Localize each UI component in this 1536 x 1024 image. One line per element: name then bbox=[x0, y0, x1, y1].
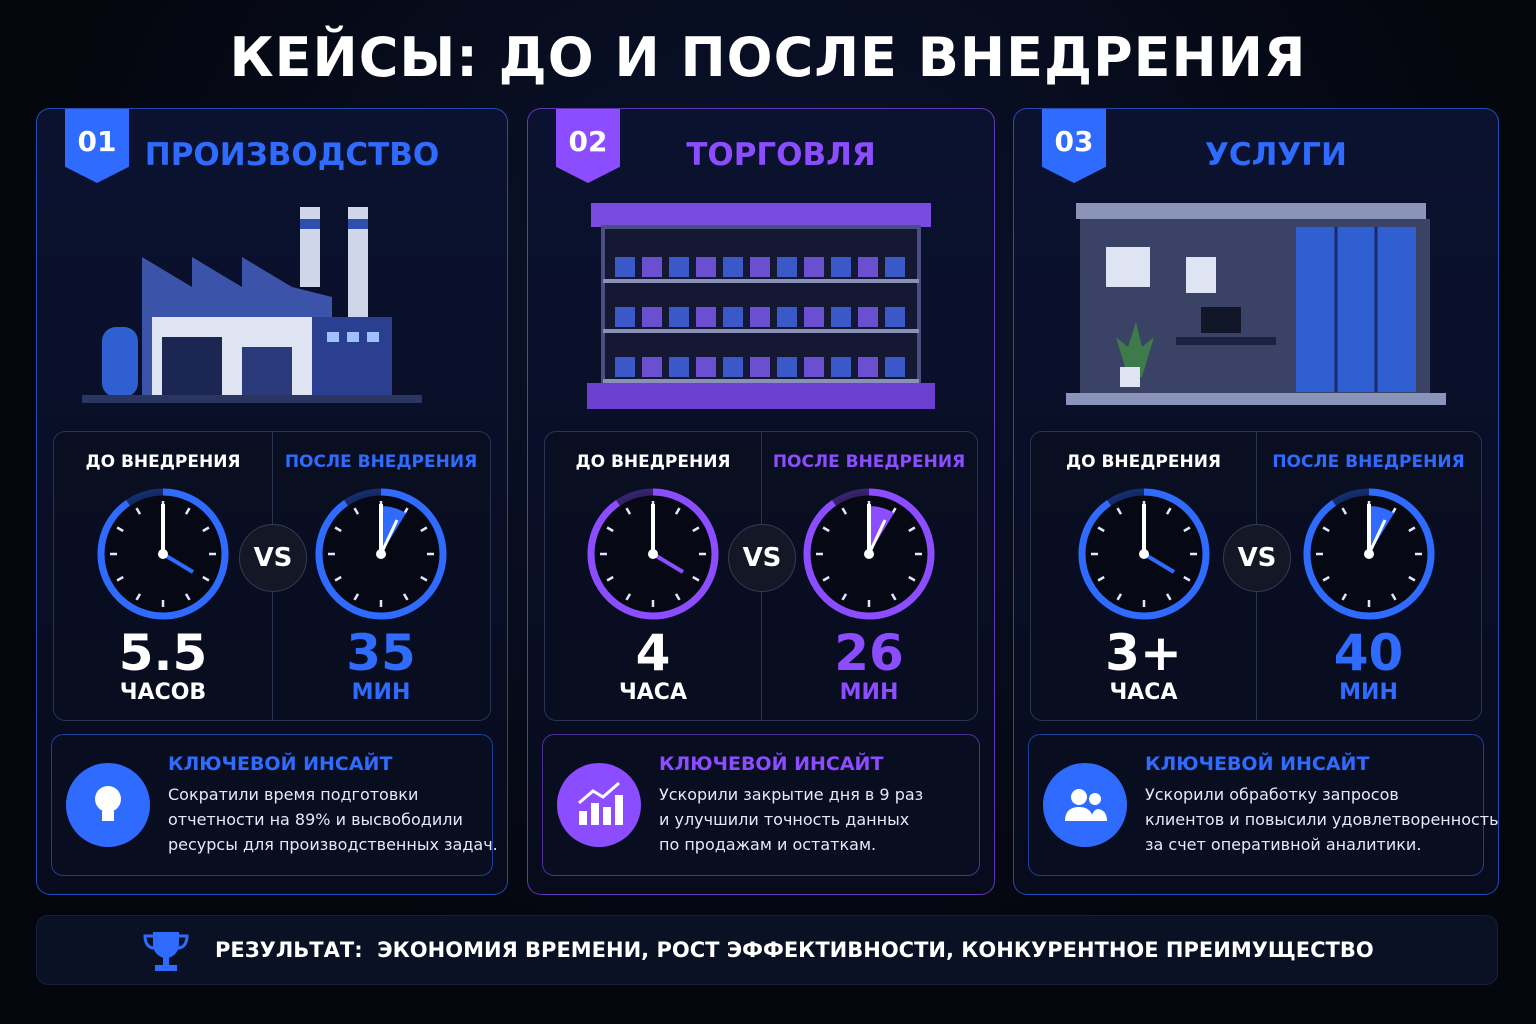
before-label: ДО ВНЕДРЕНИЯ bbox=[85, 452, 241, 472]
insight-icon bbox=[66, 763, 150, 851]
case-name: ПРОИЗВОДСТВО bbox=[144, 137, 440, 173]
case-badge: 01 bbox=[65, 109, 129, 183]
before-value: 4 bbox=[635, 624, 671, 682]
insight-title: КЛЮЧЕВОЙ ИНСАЙТ bbox=[659, 753, 884, 775]
after-label: ПОСЛЕ ВНЕДРЕНИЯ bbox=[1272, 452, 1465, 472]
after-clock bbox=[799, 484, 939, 628]
before-unit: ЧАСА bbox=[619, 680, 687, 705]
after-label: ПОСЛЕ ВНЕДРЕНИЯ bbox=[284, 452, 478, 472]
case-name: ТОРГОВЛЯ bbox=[686, 137, 876, 173]
clock bbox=[315, 488, 447, 620]
case-number: 02 bbox=[568, 125, 608, 158]
footer-text: РЕЗУЛЬТАТ: ЭКОНОМИЯ ВРЕМЕНИ, РОСТ ЭФФЕКТ… bbox=[215, 938, 1374, 962]
clock bbox=[1303, 488, 1434, 620]
insight-line: отчетности на 89% и высвободили bbox=[168, 810, 463, 829]
after-unit: МИН bbox=[839, 680, 899, 705]
after-unit: МИН bbox=[351, 680, 411, 705]
comparison-box: ДО ВНЕДРЕНИЯ ПОСЛЕ ВНЕДРЕНИЯ VS 4 26 ЧАСА МИН bbox=[544, 431, 978, 721]
insight-line: Ускорили закрытие дня в 9 раз bbox=[659, 785, 924, 804]
case-number: 01 bbox=[77, 125, 117, 158]
page-title: КЕЙСЫ: ДО И ПОСЛЕ ВНЕДРЕНИЯ bbox=[229, 26, 1307, 89]
insight-box: КЛЮЧЕВОЙ ИНСАЙТ Ускорили обработку запрос… bbox=[1028, 734, 1499, 876]
after-clock bbox=[311, 484, 451, 628]
insight-title: КЛЮЧЕВОЙ ИНСАЙТ bbox=[168, 753, 393, 775]
insight-box: КЛЮЧЕВОЙ ИНСАЙТ Сократили время подготовк… bbox=[51, 734, 498, 876]
insight-line: за счет оперативной аналитики. bbox=[1145, 835, 1422, 854]
before-clock bbox=[93, 484, 233, 628]
case-badge: 02 bbox=[556, 109, 620, 183]
footer-label: РЕЗУЛЬТАТ: bbox=[215, 938, 363, 962]
footer-body: ЭКОНОМИЯ ВРЕМЕНИ, РОСТ ЭФФЕКТИВНОСТИ, КО… bbox=[377, 938, 1374, 962]
before-unit: ЧАСОВ bbox=[119, 680, 207, 705]
clock bbox=[1078, 488, 1209, 620]
case-illustration bbox=[82, 197, 442, 421]
trophy-icon bbox=[143, 932, 189, 971]
before-value: 3+ bbox=[1105, 624, 1182, 682]
after-label: ПОСЛЕ ВНЕДРЕНИЯ bbox=[772, 452, 966, 472]
insight-line: ресурсы для производственных задач. bbox=[168, 835, 498, 854]
insight-title: КЛЮЧЕВОЙ ИНСАЙТ bbox=[1145, 753, 1370, 775]
after-unit: МИН bbox=[1339, 680, 1398, 705]
after-value: 40 bbox=[1333, 624, 1404, 682]
before-value: 5.5 bbox=[118, 624, 208, 682]
vs-badge: VS bbox=[1223, 524, 1291, 592]
case-illustration bbox=[1066, 197, 1446, 421]
comparison-box: ДО ВНЕДРЕНИЯ ПОСЛЕ ВНЕДРЕНИЯ VS 3+ 40 ЧАСА МИН bbox=[1030, 431, 1482, 721]
case-card: 03 УСЛУГИ ДО ВНЕДРЕНИЯ ПОСЛЕ ВНЕДРЕНИЯ VS 3+ 4… bbox=[1013, 108, 1499, 895]
before-clock bbox=[1074, 484, 1214, 628]
insight-line: Сократили время подготовки bbox=[168, 785, 419, 804]
case-number: 03 bbox=[1054, 125, 1094, 158]
clock bbox=[803, 488, 935, 620]
insight-line: Ускорили обработку запросов bbox=[1145, 785, 1399, 804]
clock bbox=[587, 488, 719, 620]
factory-illustration bbox=[82, 207, 422, 403]
case-name: УСЛУГИ bbox=[1205, 137, 1347, 173]
comparison-box: ДО ВНЕДРЕНИЯ ПОСЛЕ ВНЕДРЕНИЯ VS 5.5 35 ЧАСОВ М… bbox=[53, 431, 491, 721]
case-badge: 03 bbox=[1042, 109, 1106, 183]
shelf-illustration bbox=[587, 203, 935, 409]
insight-line: и улучшили точность данных bbox=[659, 810, 910, 829]
after-clock bbox=[1299, 484, 1439, 628]
before-clock bbox=[583, 484, 723, 628]
vs-badge: VS bbox=[239, 524, 307, 592]
case-card: 01 ПРОИЗВОДСТВО ДО ВНЕДРЕНИЯ ПОСЛЕ ВНЕДРЕНИ… bbox=[36, 108, 508, 895]
insight-icon bbox=[1043, 763, 1127, 851]
before-label: ДО ВНЕДРЕНИЯ bbox=[1065, 452, 1222, 472]
bulb-icon bbox=[66, 763, 150, 847]
growth-icon bbox=[557, 763, 641, 847]
after-value: 35 bbox=[346, 624, 416, 682]
after-value: 26 bbox=[834, 624, 904, 682]
insight-line: клиентов и повысили удовлетворенность bbox=[1145, 810, 1499, 829]
insight-box: КЛЮЧЕВОЙ ИНСАЙТ Ускорили закрытие дня в 9… bbox=[542, 734, 980, 876]
insight-icon bbox=[557, 763, 641, 851]
case-illustration bbox=[581, 197, 941, 421]
before-unit: ЧАСА bbox=[1109, 680, 1178, 705]
office-illustration bbox=[1066, 203, 1446, 405]
footer: РЕЗУЛЬТАТ: ЭКОНОМИЯ ВРЕМЕНИ, РОСТ ЭФФЕКТ… bbox=[36, 915, 1498, 985]
clock bbox=[97, 488, 229, 620]
insight-line: по продажам и остаткам. bbox=[659, 835, 877, 854]
people-icon bbox=[1043, 763, 1127, 847]
case-card: 02 ТОРГОВЛЯ ДО ВНЕДРЕНИЯ ПОСЛЕ ВНЕДРЕНИЯ VS 4… bbox=[527, 108, 995, 895]
vs-badge: VS bbox=[728, 524, 796, 592]
before-label: ДО ВНЕДРЕНИЯ bbox=[575, 452, 731, 472]
